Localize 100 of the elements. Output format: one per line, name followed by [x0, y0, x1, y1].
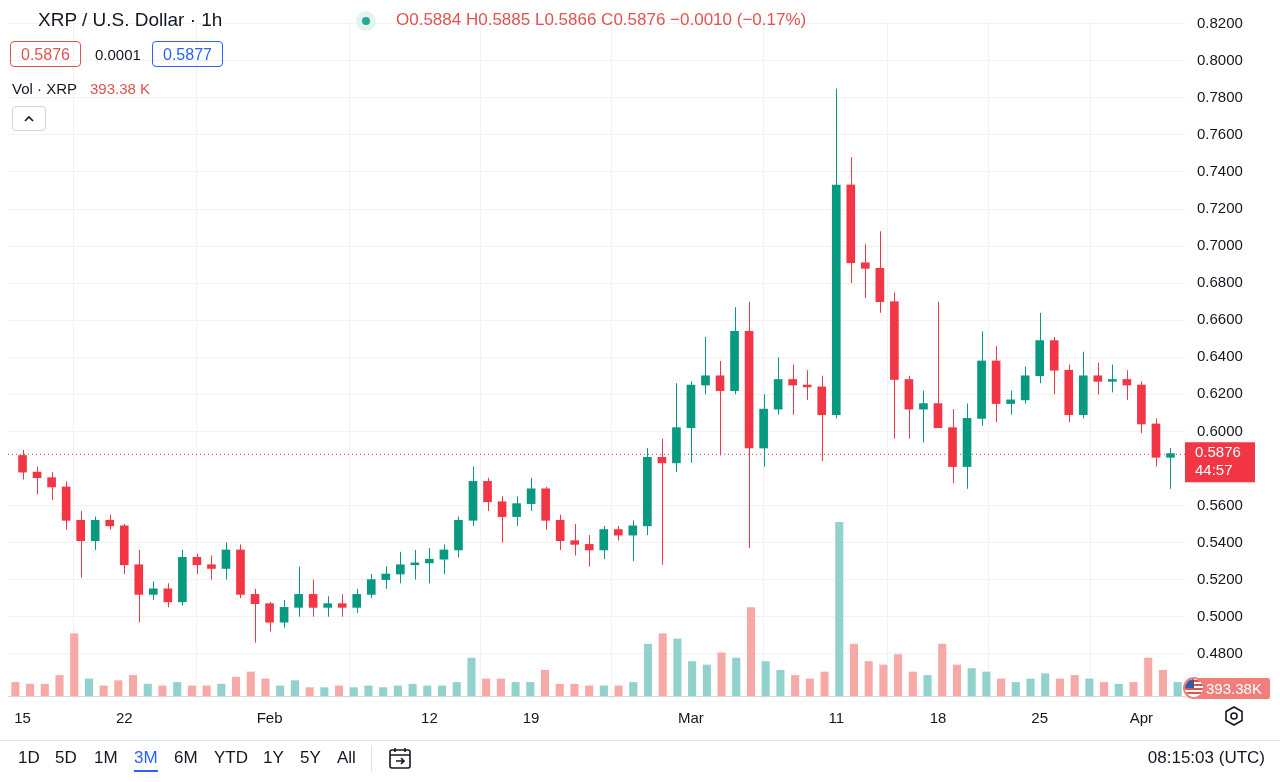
bar: [879, 664, 888, 696]
bar: [908, 671, 917, 696]
bar: [408, 683, 417, 696]
bar: [232, 676, 241, 696]
y-tick-label: 0.7400: [1197, 162, 1243, 180]
candlestick: [396, 551, 405, 584]
bar: [585, 685, 594, 696]
bar: [1173, 682, 1182, 696]
text: 3M: [134, 748, 158, 772]
bar: [1026, 678, 1035, 696]
candlestick: [584, 534, 594, 568]
candlestick: [381, 566, 391, 590]
bar: [114, 680, 123, 696]
bar: [864, 661, 873, 696]
bar: [496, 678, 505, 696]
bar: [805, 678, 814, 696]
candlestick: [788, 364, 797, 416]
bar: [423, 685, 432, 696]
bar: [746, 607, 756, 696]
annotation: 0.5876: [10, 41, 81, 67]
x-tick-label: 15: [14, 709, 31, 727]
ref-line-label: 0.5876: [1195, 443, 1241, 461]
candlestick: [860, 243, 870, 299]
bar: [11, 682, 20, 696]
bar: [173, 682, 182, 696]
bar: [555, 683, 564, 696]
candlestick: [439, 543, 449, 575]
bar: [305, 687, 314, 696]
candlestick: [366, 573, 376, 599]
candlestick: [555, 514, 565, 551]
candlestick: [192, 553, 202, 575]
x-tick-label: 19: [522, 709, 540, 727]
bar: [643, 643, 653, 696]
text: 5D: [55, 748, 77, 768]
bar: [717, 652, 726, 696]
annotation: 0.5877: [152, 41, 223, 67]
bar: [629, 682, 638, 696]
bar: [1114, 683, 1123, 696]
bar: [158, 685, 167, 696]
y-tick-label: 0.5200: [1197, 569, 1243, 587]
bar: [55, 675, 64, 696]
candlestick: [1093, 362, 1103, 395]
bar: [320, 687, 329, 696]
y-tick-label: 0.8000: [1197, 50, 1243, 68]
candlestick: [279, 599, 289, 629]
y-tick-label: 0.7200: [1197, 199, 1243, 217]
candlestick: [221, 542, 231, 581]
bar: [702, 664, 711, 696]
text: 1Y: [263, 748, 284, 768]
candlestick: [90, 516, 100, 551]
bar: [673, 638, 682, 696]
x-tick-label: Feb: [256, 709, 283, 727]
candlestick: [483, 477, 492, 512]
bar: [526, 682, 535, 696]
x-tick-label: 12: [421, 709, 438, 727]
bar: [599, 685, 608, 696]
candlestick: [294, 566, 303, 618]
bar: [658, 633, 667, 696]
bar: [379, 687, 388, 696]
text: 6M: [174, 748, 198, 768]
y-tick-label: 0.7000: [1197, 236, 1243, 254]
candlestick: [701, 336, 710, 395]
chart-title: Vol · XRP: [12, 80, 78, 97]
bar: [26, 683, 35, 696]
text: All: [337, 748, 356, 768]
candlestick: [250, 588, 260, 644]
bar: [1085, 678, 1094, 696]
candlestick: [715, 360, 725, 456]
x-tick-label: Apr: [1129, 709, 1154, 727]
bar: [349, 687, 358, 696]
bar: [761, 661, 770, 696]
x-tick-label: 11: [828, 709, 845, 727]
candlestick: [265, 601, 274, 632]
y-tick-label: 0.4800: [1197, 643, 1243, 661]
bar: [84, 678, 93, 696]
bar: [967, 668, 976, 696]
y-tick-label: 0.8200: [1197, 13, 1243, 31]
candlestick: [570, 523, 580, 556]
bar: [997, 678, 1006, 696]
bar: [334, 685, 344, 696]
candlestick: [323, 595, 333, 618]
y-tick-label: 0.6000: [1197, 421, 1243, 439]
bar: [217, 683, 226, 696]
text: 5Y: [300, 748, 321, 768]
bar: [467, 657, 476, 696]
bar: [923, 675, 932, 696]
y-tick-label: 0.6800: [1197, 273, 1243, 291]
bar: [1070, 675, 1079, 696]
bar: [143, 683, 152, 696]
chart-subtitle: O0.5884 H0.5885 L0.5866 C0.5876 −0.0010 (−0.17%): [396, 10, 807, 30]
bar: [511, 682, 520, 696]
candlestick: [47, 471, 56, 501]
bar: [261, 678, 270, 696]
bar: [835, 522, 844, 696]
bar: [791, 675, 800, 696]
bar: [570, 683, 579, 696]
text: 1M: [94, 748, 118, 768]
bar: [187, 685, 196, 696]
candlestick: [308, 579, 318, 618]
bar: [129, 675, 138, 696]
